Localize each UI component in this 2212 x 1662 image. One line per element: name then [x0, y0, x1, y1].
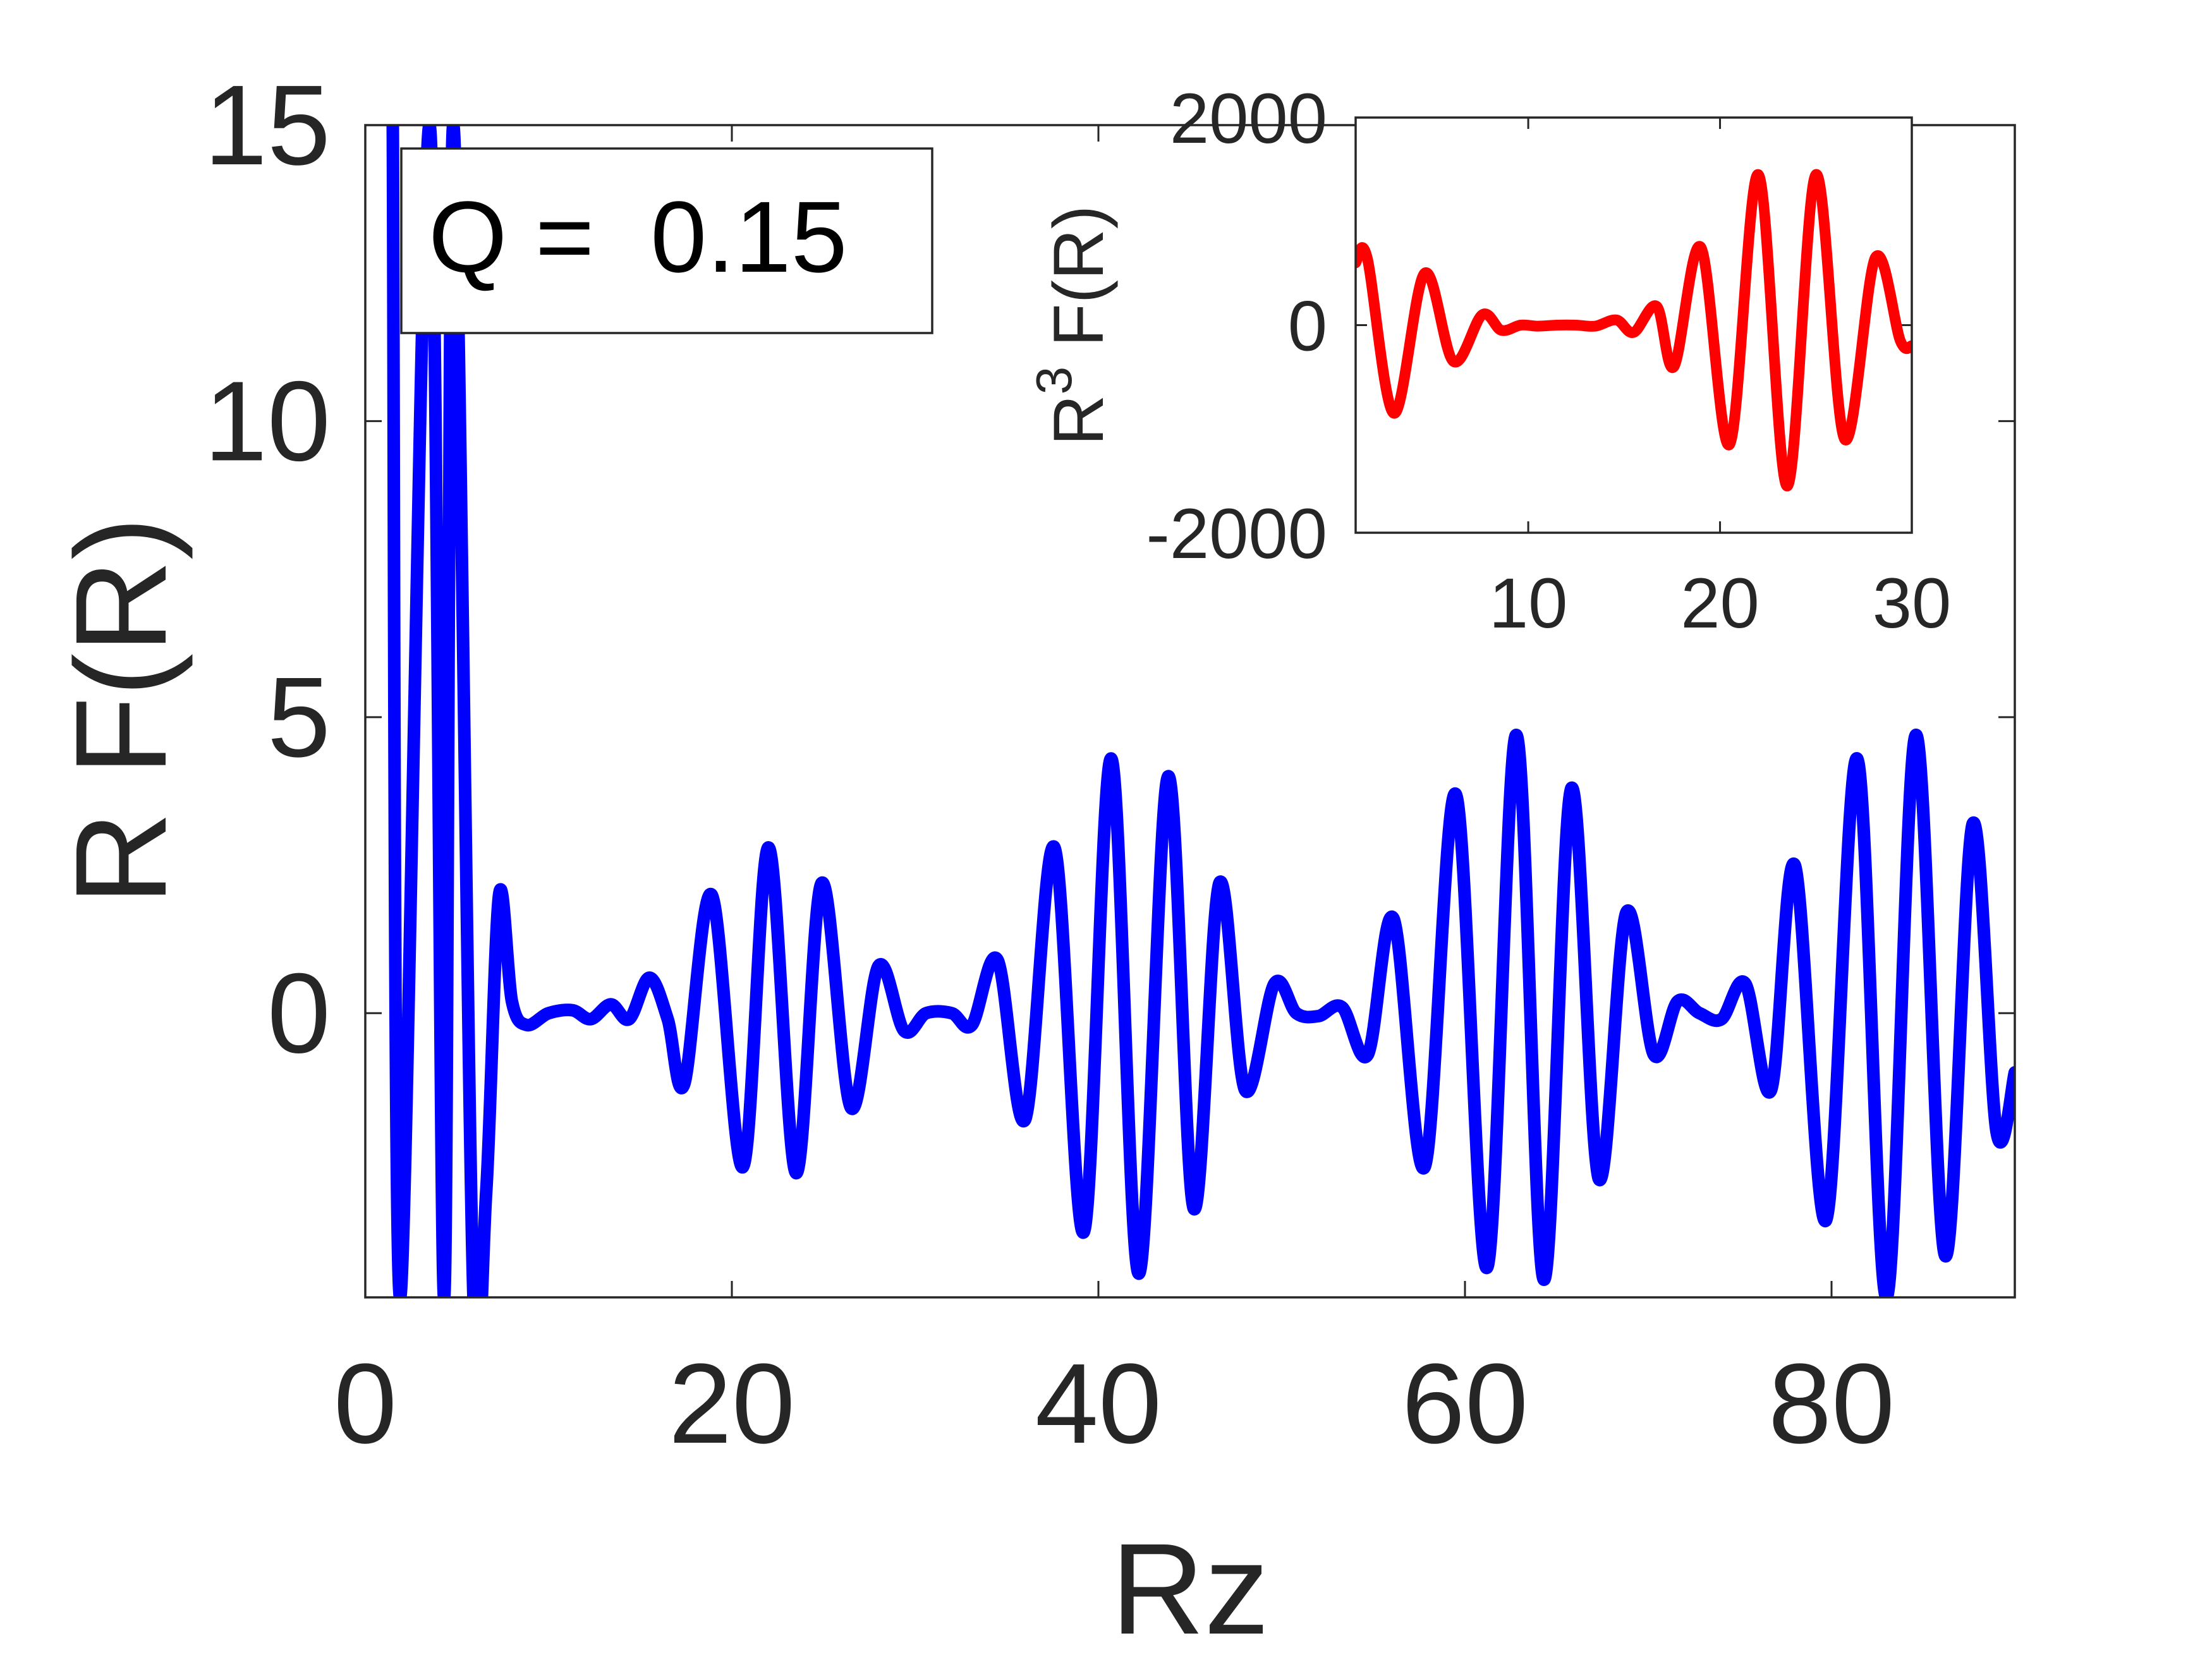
- inset-y-tick-label: -2000: [1146, 494, 1327, 573]
- inset-y-tick-label: 2000: [1170, 79, 1327, 158]
- inset-y-label-base: R: [1039, 394, 1118, 446]
- main-x-tick-label: 80: [1768, 1340, 1895, 1467]
- main-y-tick-label: 5: [267, 654, 331, 781]
- main-y-tick-label: 15: [204, 62, 331, 189]
- inset-plot: 10 20 30 -2000 0 2000 R3 F(R): [1026, 79, 1951, 643]
- main-series-line: [386, 125, 2015, 1297]
- main-axes-box: [364, 124, 2016, 1299]
- main-series: [386, 125, 2015, 1297]
- inset-series-line: [1356, 169, 1912, 492]
- main-x-tick-label: 0: [334, 1340, 397, 1467]
- main-y-axis-label: R F(R): [49, 517, 193, 906]
- inset-tick-labels: 10 20 30 -2000 0 2000: [1146, 79, 1952, 643]
- main-x-tick-label: 60: [1402, 1340, 1528, 1467]
- main-x-axis-label: Rz: [1111, 1517, 1270, 1659]
- inset-x-tick-label: 30: [1873, 564, 1952, 643]
- main-tick-labels: 0 20 40 60 80 0 5 10 15: [204, 62, 1895, 1467]
- inset-y-label-rest: F(R): [1039, 205, 1118, 367]
- inset-y-label-superscript: 3: [1026, 367, 1082, 395]
- inset-x-tick-label: 20: [1680, 564, 1759, 643]
- annotation-text: Q = 0.15: [428, 180, 848, 293]
- inset-y-axis-label: R3 F(R): [1026, 205, 1118, 446]
- main-plot: 0 20 40 60 80 0 5 10 15 Rz R F(R) Q = 0.15: [49, 62, 2016, 1661]
- main-y-tick-label: 10: [204, 358, 331, 485]
- main-y-tick-label: 0: [267, 950, 331, 1077]
- annotation-box: [400, 147, 933, 334]
- inset-series: [1356, 169, 1912, 492]
- inset-axes-box: [1354, 116, 1913, 534]
- main-x-tick-label: 20: [669, 1340, 795, 1467]
- main-x-tick-label: 40: [1035, 1340, 1162, 1467]
- inset-x-tick-label: 10: [1489, 564, 1568, 643]
- inset-y-tick-label: 0: [1288, 287, 1327, 366]
